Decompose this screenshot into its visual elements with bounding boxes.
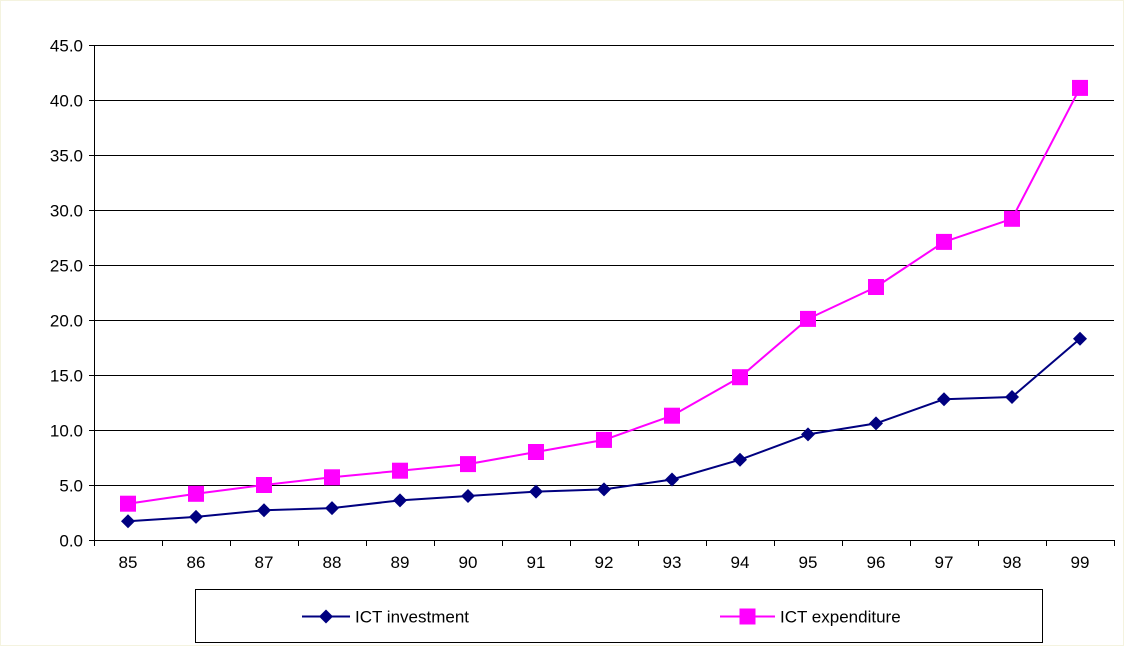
series-lines [120,79,1088,529]
legend-label: ICT expenditure [780,608,901,627]
data-point [256,477,272,493]
data-point [800,310,816,327]
data-point [529,484,543,499]
x-tick-label: 97 [935,553,954,572]
x-tick-label: 99 [1071,553,1090,572]
data-point [528,444,544,460]
legend-item-ict-investment: ICT investment [302,608,469,627]
y-tick-label: 35.0 [50,147,83,166]
data-point [596,431,612,448]
gridlines [94,45,1114,486]
data-point [392,462,408,479]
y-tick-label: 40.0 [50,92,83,111]
axes [89,45,1115,546]
y-tick-label: 5.0 [59,477,83,496]
legend-item-ict-expenditure: ICT expenditure [720,608,901,627]
data-point [868,279,884,295]
y-tick-label: 10.0 [50,422,83,441]
data-point [1005,390,1019,404]
series-ict-expenditure [120,79,1088,512]
data-point [732,369,748,386]
data-point [937,392,951,407]
data-point [1073,331,1087,346]
x-tick-label: 93 [663,553,682,572]
legend: ICT investment ICT expenditure [195,589,1043,643]
data-point [665,472,679,487]
data-point [257,503,271,518]
x-tick-label: 95 [799,553,818,572]
data-point [936,233,952,250]
y-tick-label: 0.0 [59,532,83,551]
x-tick-label: 91 [527,553,546,572]
legend-label: ICT investment [355,608,469,627]
x-tick-label: 94 [731,553,750,572]
x-tick-label: 96 [867,553,886,572]
x-tick-label: 90 [459,553,478,572]
data-point [188,485,204,502]
data-point [121,514,135,529]
data-point [1004,210,1020,227]
x-tick-label: 89 [391,553,410,572]
y-tick-labels: 0.0 5.0 10.0 15.0 20.0 25.0 30.0 35.0 40.0 45.0 [50,37,83,551]
x-tick-labels: 85 86 87 88 89 90 91 92 93 94 95 96 97 98 99 [119,553,1090,572]
data-point [869,416,883,431]
x-tick-label: 85 [119,553,138,572]
data-point [733,452,747,467]
data-point [460,456,476,473]
x-tick-label: 98 [1003,553,1022,572]
legend-marker [739,608,756,625]
data-point [801,427,815,442]
x-tick-label: 87 [255,553,274,572]
series-ict-investment [121,331,1087,529]
data-point [325,501,339,516]
data-point [324,469,340,486]
data-point [664,407,680,424]
y-tick-label: 20.0 [50,312,83,331]
x-tick-label: 92 [595,553,614,572]
y-tick-label: 15.0 [50,367,83,386]
data-point [393,493,407,508]
data-point [1072,79,1088,96]
x-tick-label: 88 [323,553,342,572]
y-tick-label: 25.0 [50,257,83,276]
data-point [597,482,611,497]
legend-marker [319,609,333,624]
data-point [120,495,136,512]
y-tick-label: 45.0 [50,37,83,56]
x-tick-label: 86 [187,553,206,572]
data-point [189,509,203,524]
data-point [461,489,475,503]
y-tick-label: 30.0 [50,202,83,221]
